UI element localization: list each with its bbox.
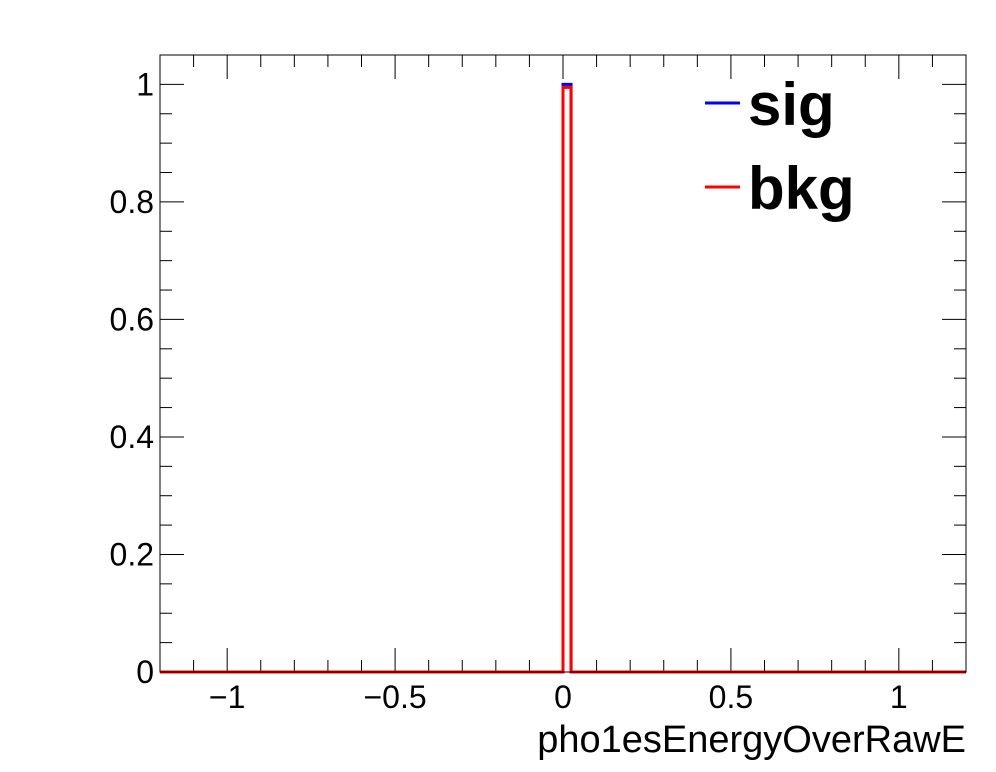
x-axis-title: pho1esEnergyOverRawE (537, 719, 966, 761)
y-tick-label: 0 (136, 654, 154, 690)
axis-ticks (159, 54, 967, 673)
x-tick-label: 0.5 (709, 679, 753, 715)
tick-labels: −1 −0.5 0 0.5 1 0 0.2 0.4 0.6 0.8 1 (110, 66, 908, 715)
x-tick-label: 1 (890, 679, 908, 715)
plot-area-border (159, 54, 967, 673)
legend-label-sig: sig (748, 71, 835, 138)
y-tick-label: 0.6 (110, 301, 154, 337)
y-tick-label: 1 (136, 66, 154, 102)
y-tick-label: 0.8 (110, 184, 154, 220)
y-tick-label: 0.4 (110, 419, 154, 455)
x-tick-label: 0 (554, 679, 572, 715)
x-tick-label: −0.5 (363, 679, 426, 715)
y-tick-label: 0.2 (110, 536, 154, 572)
plot-frame (159, 54, 967, 673)
legend-label-bkg: bkg (748, 155, 855, 222)
x-tick-label: −1 (209, 679, 245, 715)
legend: sig bkg (705, 71, 855, 222)
